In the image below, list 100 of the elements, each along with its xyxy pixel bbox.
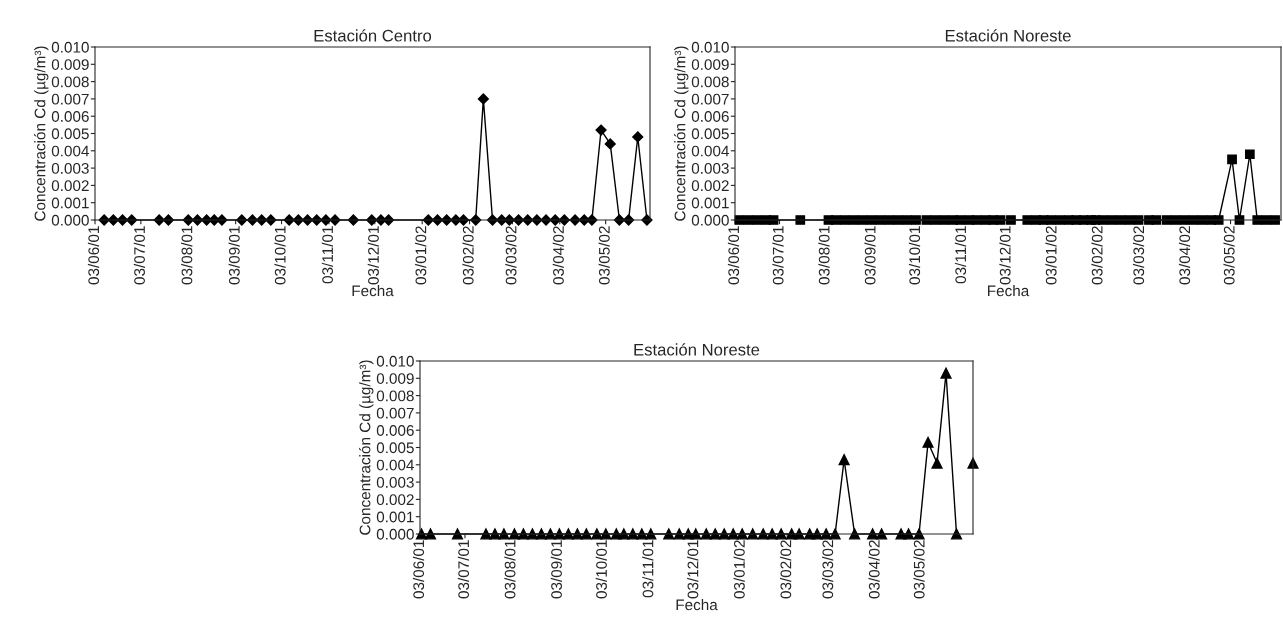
x-tick-label: 03/08/01 [504, 540, 516, 599]
point [747, 528, 759, 540]
point [829, 528, 841, 540]
y-tick-label: 0.010 [691, 41, 729, 53]
point [690, 528, 702, 540]
x-tick-label: 03/01/02 [1045, 226, 1057, 285]
y-axis-title: Concentración Cd (µg/m³) [34, 46, 49, 221]
y-tick-label: 0.001 [376, 511, 414, 523]
point [913, 528, 925, 540]
x-tick-label: 03/07/01 [772, 226, 784, 285]
y-tick-label: 0.010 [376, 355, 414, 367]
point [922, 436, 934, 448]
y-tick-label: 0.009 [51, 59, 89, 70]
y-tick-label: 0.006 [691, 111, 729, 122]
x-tick-label: 03/01/02 [415, 226, 427, 285]
point [663, 528, 675, 540]
x-axis-title: Fecha [352, 285, 394, 297]
point [736, 528, 748, 540]
x-tick-label: 03/01/02 [733, 540, 745, 599]
x-tick-label: 03/09/01 [864, 226, 876, 285]
x-axis-title: Fecha [988, 285, 1030, 297]
x-tick-label: 03/11/01 [954, 226, 967, 284]
y-tick-label: 0.002 [376, 494, 414, 506]
x-tick-label: 03/08/01 [181, 226, 193, 285]
point [775, 528, 787, 540]
x-tick-label: 03/03/02 [505, 226, 517, 285]
point [876, 528, 888, 540]
y-tick-label: 0.002 [691, 180, 729, 192]
point [1244, 149, 1255, 160]
y-tick-label: 0.008 [691, 76, 729, 88]
y-tick-label: 0.010 [51, 41, 89, 53]
point [645, 528, 657, 540]
y-tick-label: 0.005 [691, 128, 729, 140]
y-axis-title: Concentración Cd (µg/m³) [359, 360, 374, 535]
x-tick-label: 03/05/02 [598, 226, 610, 285]
x-tick-label: 03/12/01 [687, 540, 699, 599]
x-tick-label: 03/10/01 [274, 226, 286, 285]
point [553, 528, 565, 540]
chart-title: Estación Noreste [945, 29, 1071, 42]
point [451, 528, 464, 540]
point [793, 528, 805, 540]
chart-title: Estación Centro [314, 29, 432, 42]
point [867, 528, 879, 540]
x-tick-label: 03/06/01 [412, 540, 425, 599]
x-tick-label: 03/11/01 [642, 540, 654, 598]
x-tick-label: 03/04/02 [1178, 226, 1191, 285]
y-tick-label: 0.001 [691, 197, 729, 209]
y-tick-label: 0.008 [51, 76, 89, 88]
x-tick-label: 03/02/02 [462, 226, 474, 285]
x-tick-label: 03/09/01 [228, 226, 240, 285]
point [600, 528, 612, 540]
x-tick-label: 03/07/01 [457, 540, 470, 599]
y-tick-label: 0.008 [376, 390, 414, 402]
y-tick-label: 0.004 [51, 145, 89, 157]
point [838, 454, 850, 466]
x-tick-label: 03/07/01 [133, 226, 145, 285]
point [632, 131, 644, 143]
y-tick-label: 0.004 [376, 459, 414, 471]
point [477, 93, 489, 105]
y-tick-label: 0.007 [376, 407, 414, 419]
y-tick-label: 0.003 [51, 162, 89, 174]
y-tick-label: 0.003 [376, 476, 414, 488]
y-tick-label: 0.005 [376, 442, 414, 454]
x-tick-label: 03/04/02 [552, 226, 564, 285]
y-tick-label: 0.009 [691, 59, 729, 70]
point [508, 528, 520, 540]
x-tick-label: 03/03/02 [1132, 226, 1145, 285]
y-tick-label: 0.006 [376, 425, 414, 436]
point [940, 367, 952, 379]
point [820, 528, 832, 540]
point [498, 528, 510, 540]
point [931, 457, 943, 469]
x-tick-label: 03/04/02 [868, 540, 880, 599]
x-tick-label: 03/06/01 [87, 226, 100, 285]
x-tick-label: 03/09/01 [550, 540, 562, 599]
y-tick-label: 0.003 [691, 162, 729, 174]
x-tick-label: 03/10/01 [908, 226, 921, 285]
x-tick-label: 03/03/02 [822, 540, 834, 599]
x-axis-title: Fecha [676, 599, 718, 611]
x-tick-label: 03/12/01 [367, 226, 379, 285]
x-tick-label: 03/02/02 [780, 540, 792, 599]
y-tick-label: 0.007 [51, 93, 89, 105]
point [911, 215, 921, 225]
x-tick-label: 03/06/01 [727, 226, 740, 285]
x-tick-label: 03/02/02 [1091, 226, 1103, 285]
x-tick-label: 03/11/01 [321, 226, 334, 284]
y-tick-label: 0.004 [691, 145, 729, 157]
y-tick-label: 0.000 [691, 214, 729, 226]
y-tick-label: 0.009 [376, 373, 414, 384]
y-tick-label: 0.006 [51, 111, 89, 122]
point [580, 528, 592, 540]
y-tick-label: 0.007 [691, 93, 729, 105]
point [604, 138, 616, 150]
y-axis-title: Concentración Cd (µg/m³) [674, 46, 689, 221]
chart-title: Estación Noreste [634, 343, 760, 356]
point [903, 528, 915, 540]
y-tick-label: 0.001 [51, 197, 89, 209]
x-tick-label: 03/05/02 [913, 540, 925, 599]
y-tick-label: 0.002 [51, 180, 89, 192]
y-tick-label: 0.000 [51, 214, 89, 226]
